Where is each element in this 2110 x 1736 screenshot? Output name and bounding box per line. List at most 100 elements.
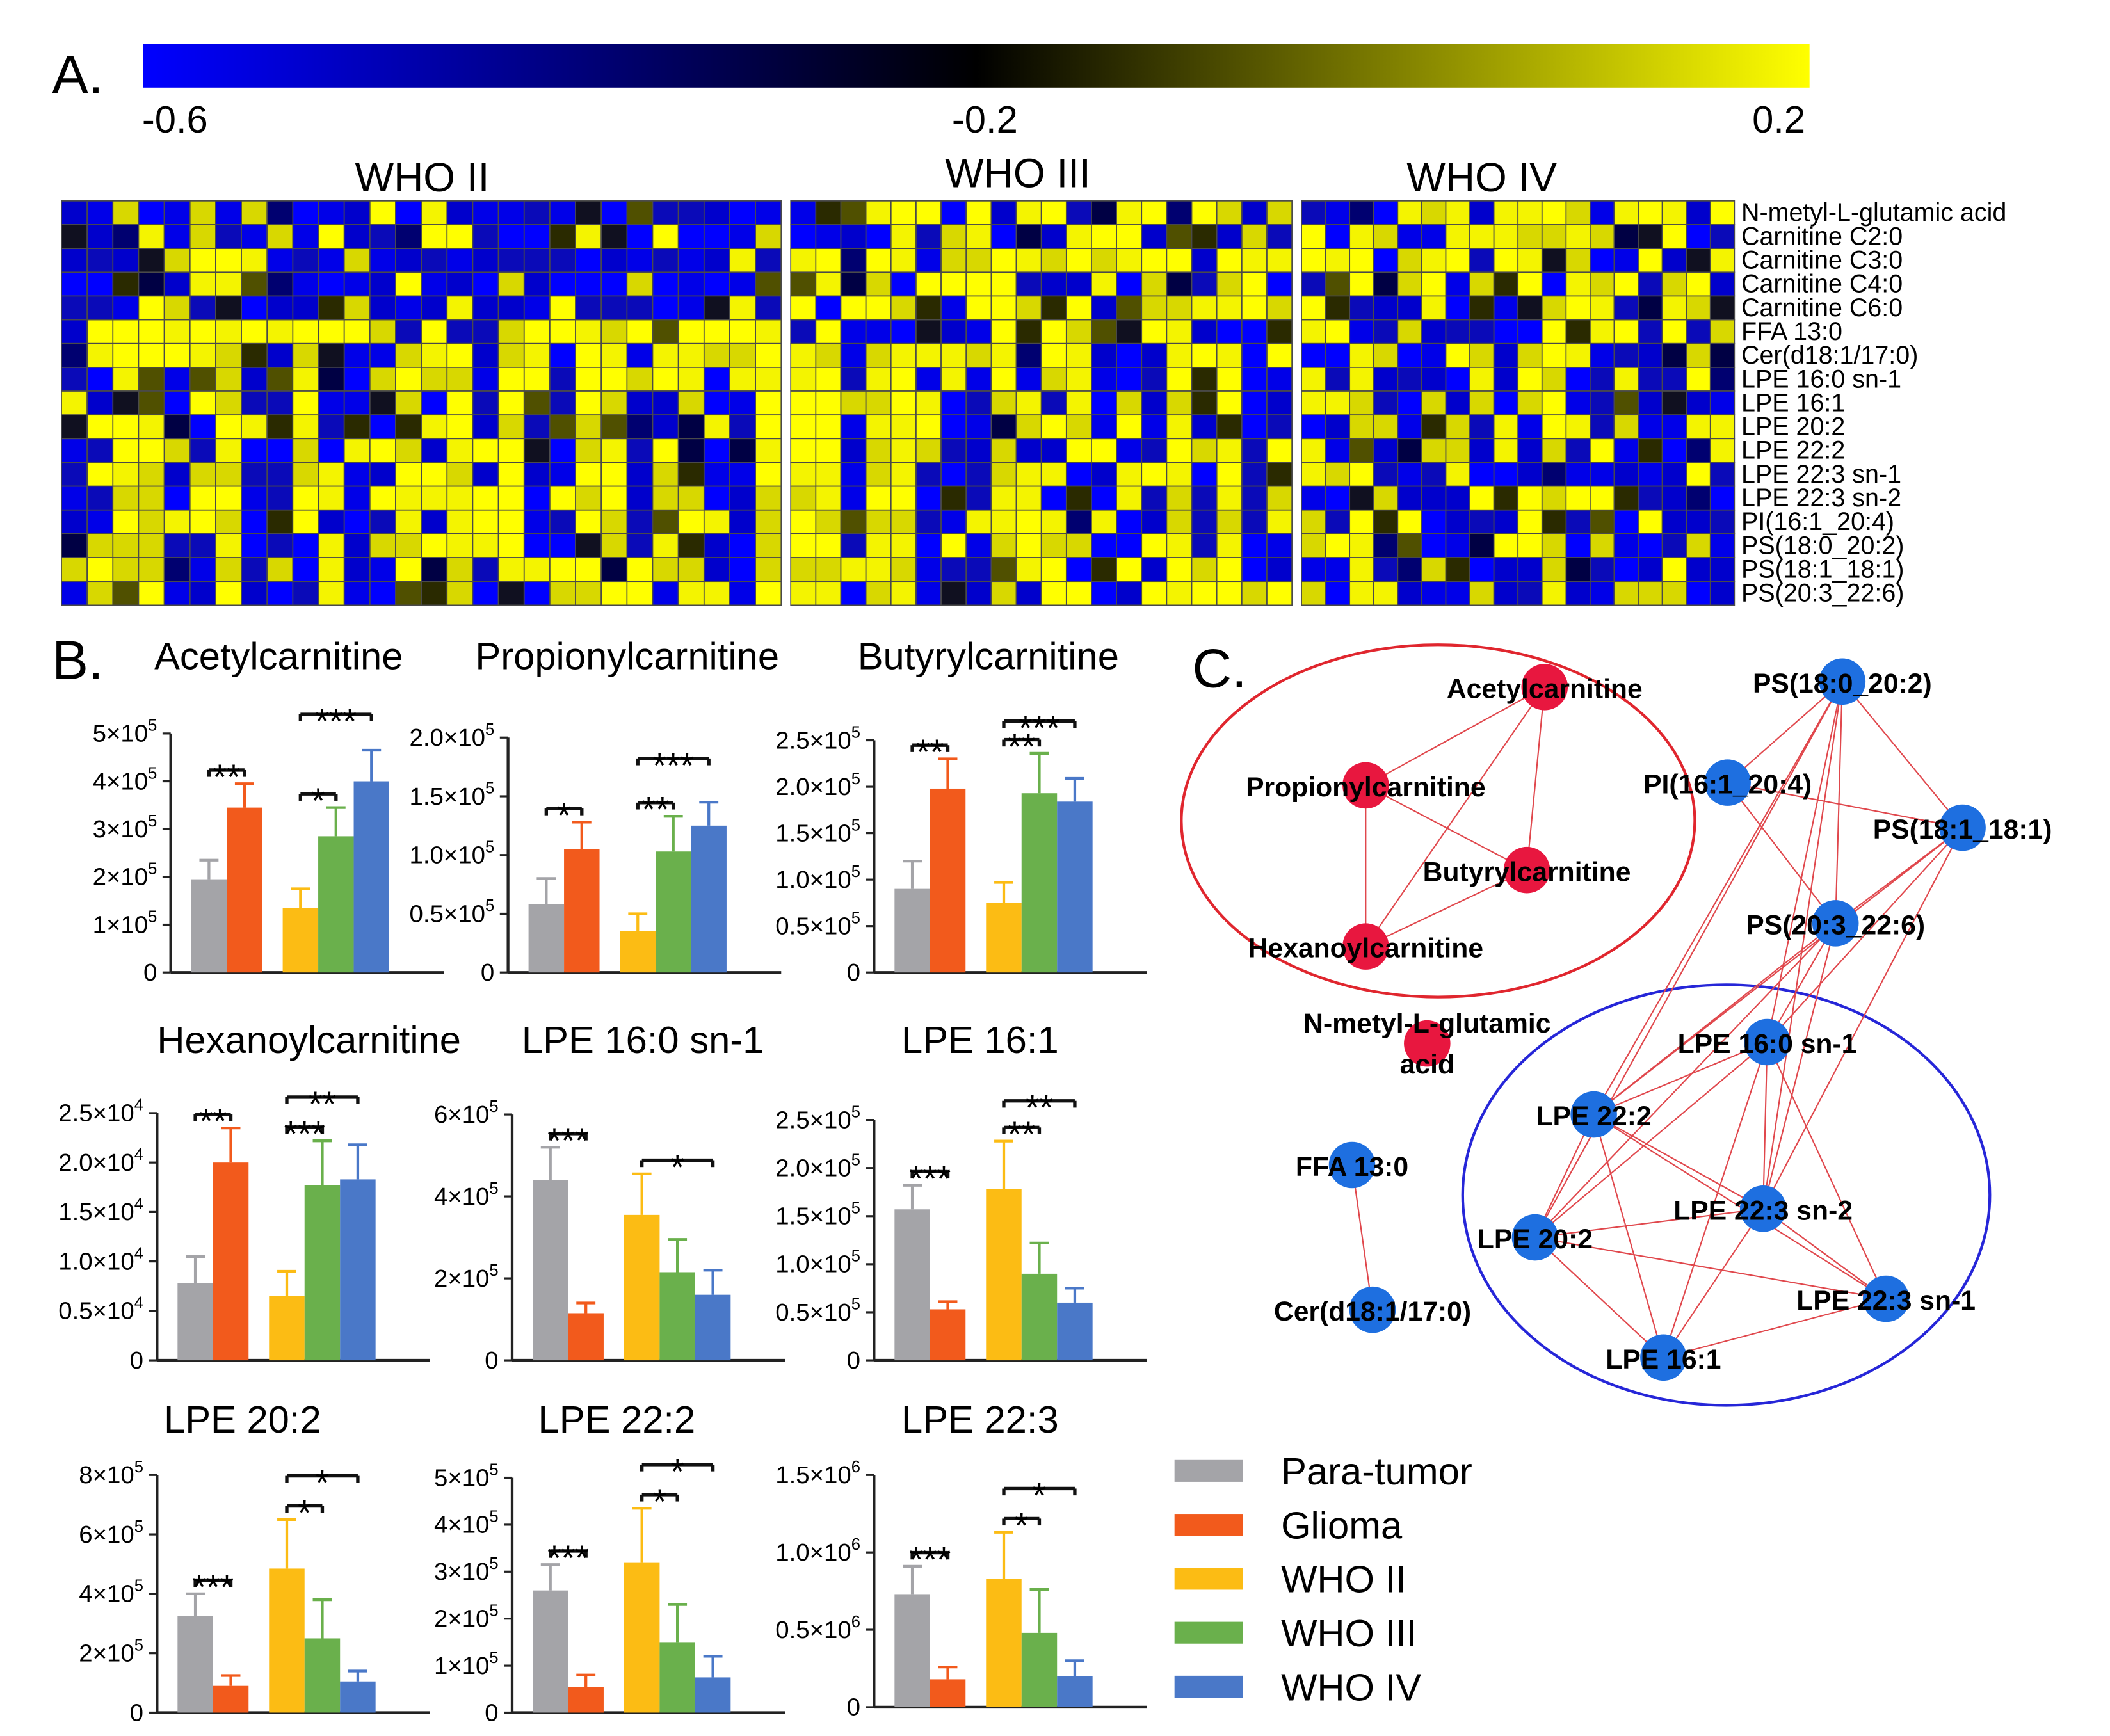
heatmap-cell [61, 248, 88, 273]
heatmap-cell [729, 295, 756, 321]
y-tick-label: 2.0×104 [58, 1146, 143, 1177]
heatmap-cell [1241, 581, 1268, 606]
significance-label: * [311, 781, 325, 821]
heatmap-cell [1266, 224, 1293, 250]
network-node-lpe161 [1640, 1334, 1687, 1381]
heatmap-cell [1241, 390, 1268, 416]
heatmap-cell [1166, 557, 1193, 583]
heatmap-cell [266, 271, 294, 297]
heatmap-cell [1373, 390, 1399, 416]
heatmap-cell [1613, 533, 1639, 558]
heatmap-cell [600, 319, 628, 344]
heatmap-cell [318, 414, 345, 440]
heatmap-cell [1493, 248, 1519, 273]
heatmap-cell [1015, 509, 1042, 534]
heatmap-cell [241, 462, 268, 487]
heatmap-cell [1091, 342, 1117, 368]
heatmap-cell [890, 248, 917, 273]
y-tick-label: 1.0×104 [58, 1244, 143, 1275]
legend: Para-tumor Glioma WHO II WHO III WHO IV [1174, 1450, 1472, 1708]
heatmap-cell [1421, 414, 1447, 440]
heatmap-cell [472, 557, 499, 583]
network-edge [1534, 922, 1836, 1238]
heatmap-cell [215, 485, 242, 511]
network-edge [1534, 1237, 1664, 1358]
heatmap-cell [472, 509, 499, 534]
heatmap-cell [1166, 271, 1193, 297]
heatmap-cell [1141, 581, 1168, 606]
heatmap-cell [446, 271, 474, 297]
heatmap-cell [318, 342, 345, 368]
heatmap-cell [1040, 509, 1067, 534]
heatmap-cell [677, 200, 705, 225]
network-node-label: LPE 22:3 sn-2 [1673, 1195, 1853, 1226]
heatmap-cell [1116, 271, 1143, 297]
heatmap-cell [215, 414, 242, 440]
heatmap-cell [1015, 224, 1042, 250]
heatmap-cell [1191, 200, 1218, 225]
heatmap-cell [890, 462, 917, 487]
heatmap-cell [865, 509, 892, 534]
heatmap-cell [472, 533, 499, 558]
heatmap-cell [729, 414, 756, 440]
heatmap-cell [1469, 533, 1495, 558]
heatmap-cell [1015, 581, 1042, 606]
heatmap-cell [1686, 200, 1711, 225]
heatmap-cell [1166, 367, 1193, 392]
heatmap-cell [1166, 485, 1193, 511]
heatmap-cell [421, 200, 448, 225]
heatmap-cell [729, 224, 756, 250]
heatmap-cell [1638, 485, 1663, 511]
heatmap-cell [369, 414, 396, 440]
heatmap-cell [1015, 390, 1042, 416]
heatmap-cell [1661, 367, 1687, 392]
heatmap-cell [1141, 390, 1168, 416]
heatmap-cell [1397, 557, 1422, 583]
heatmap-cell [138, 342, 165, 368]
heatmap-cell [1216, 200, 1243, 225]
heatmap-cell [86, 271, 114, 297]
heatmap-cell [497, 462, 525, 487]
heatmap-cell [112, 438, 140, 463]
significance-label: ** [309, 1084, 336, 1124]
network-node-pi [1704, 759, 1751, 806]
heatmap-cell [1040, 295, 1067, 321]
heatmap-cell [1301, 342, 1326, 368]
heatmap-cell [318, 224, 345, 250]
heatmap-cell [1373, 414, 1399, 440]
bar-who-iii [1021, 1273, 1058, 1361]
heatmap-cell [395, 248, 422, 273]
heatmap-cell [1116, 248, 1143, 273]
bar-chart-butyrylcarnitine: Butyrylcarnitine 0 0.5×105 1.0×105 1.5×105 2.… [775, 635, 1147, 986]
heatmap-cell [395, 319, 422, 344]
heatmap-cell [1686, 462, 1711, 487]
heatmap-cell [1590, 557, 1615, 583]
heatmap-cell [965, 319, 992, 344]
heatmap-cell [549, 295, 576, 321]
heatmap-cell [215, 509, 242, 534]
heatmap-cell [421, 438, 448, 463]
heatmap-cell [940, 509, 967, 534]
bar-glioma [568, 1687, 604, 1713]
heatmap-cell [940, 367, 967, 392]
network-node-label: Propionylcarnitine [1246, 772, 1485, 803]
network-edge [1365, 784, 1527, 871]
y-tick-label: 8×105 [79, 1458, 143, 1489]
heatmap-cell [990, 485, 1017, 511]
heatmap-cell [1325, 557, 1351, 583]
heatmap-cell [241, 271, 268, 297]
heatmap-cell [1709, 367, 1736, 392]
heatmap-cell [446, 295, 474, 321]
bar-para-tumor [894, 888, 930, 973]
heatmap-cell [915, 248, 942, 273]
heatmap-cell [241, 509, 268, 534]
heatmap-cell [61, 557, 88, 583]
heatmap-cell [1709, 390, 1736, 416]
heatmap-cell [890, 319, 917, 344]
heatmap-cell [446, 438, 474, 463]
heatmap-cell [86, 224, 114, 250]
heatmap-cell [1065, 367, 1092, 392]
heatmap-cell [1638, 319, 1663, 344]
chart-title: LPE 16:1 [901, 1018, 1059, 1061]
heatmap-cell [472, 319, 499, 344]
